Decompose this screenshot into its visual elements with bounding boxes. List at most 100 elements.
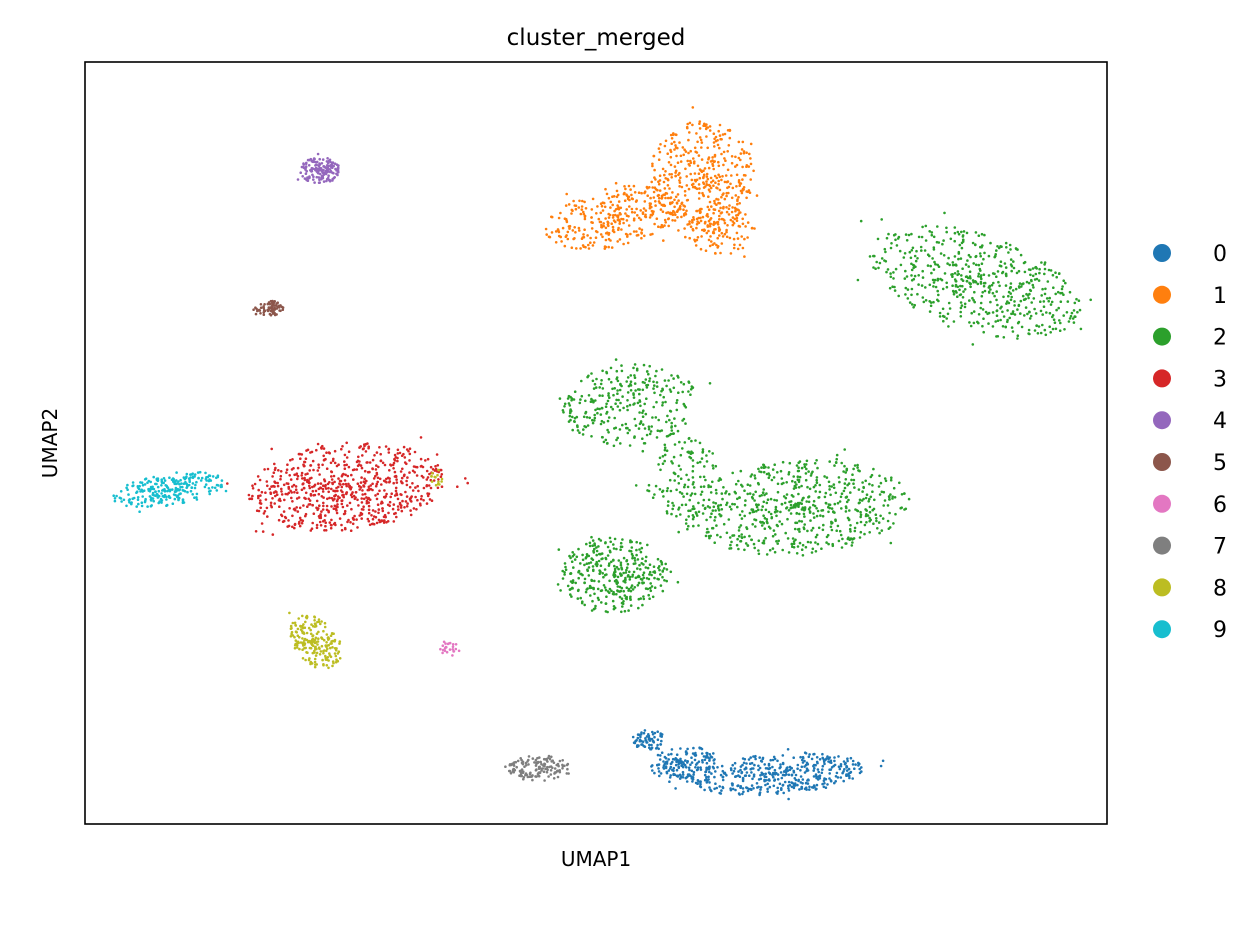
point-2 xyxy=(763,493,766,497)
point-0 xyxy=(828,772,831,775)
point-9 xyxy=(157,489,161,493)
point-0 xyxy=(649,747,653,751)
point-2 xyxy=(748,534,751,538)
point-1 xyxy=(582,210,585,214)
point-2 xyxy=(809,519,812,522)
point-3 xyxy=(385,521,388,524)
point-2 xyxy=(858,536,862,539)
point-2 xyxy=(767,466,770,469)
series-1-points xyxy=(544,106,759,258)
point-1 xyxy=(592,241,596,244)
point-0 xyxy=(743,767,746,771)
point-2 xyxy=(612,559,615,562)
point-2 xyxy=(582,415,586,419)
point-2 xyxy=(951,261,955,264)
point-2 xyxy=(672,432,675,435)
point-2 xyxy=(1052,286,1055,290)
point-2 xyxy=(798,460,802,463)
point-4 xyxy=(312,175,315,178)
point-1 xyxy=(720,231,724,235)
point-2 xyxy=(999,318,1002,322)
point-2 xyxy=(640,546,644,550)
point-7 xyxy=(528,775,531,778)
point-7 xyxy=(544,767,547,771)
point-2 xyxy=(797,486,801,489)
point-7 xyxy=(540,767,543,771)
point-3 xyxy=(258,478,262,482)
point-2 xyxy=(701,512,705,515)
point-2 xyxy=(857,488,861,491)
point-2 xyxy=(612,543,615,546)
point-3 xyxy=(358,446,361,449)
point-2 xyxy=(755,505,759,509)
point-2 xyxy=(635,553,638,557)
point-0 xyxy=(712,762,716,765)
point-3 xyxy=(315,506,318,510)
point-2 xyxy=(794,502,797,506)
point-2 xyxy=(1027,328,1031,332)
point-3 xyxy=(437,478,440,481)
point-7 xyxy=(540,763,543,766)
point-2 xyxy=(743,535,746,539)
point-2 xyxy=(1003,262,1007,265)
point-2 xyxy=(702,485,706,488)
point-1 xyxy=(689,172,692,176)
point-2 xyxy=(679,468,682,471)
point-3 xyxy=(369,484,373,487)
point-2 xyxy=(756,481,760,485)
point-4 xyxy=(314,164,317,167)
point-2 xyxy=(636,388,640,391)
point-0 xyxy=(769,758,772,762)
point-8 xyxy=(303,637,307,641)
point-1 xyxy=(689,161,693,164)
point-2 xyxy=(847,518,851,521)
point-3 xyxy=(312,468,315,472)
point-2 xyxy=(936,279,940,282)
point-6 xyxy=(439,647,442,651)
point-9 xyxy=(136,498,140,502)
point-2 xyxy=(776,471,779,474)
point-2 xyxy=(825,541,828,544)
point-9 xyxy=(135,491,138,495)
point-0 xyxy=(708,759,711,762)
point-2 xyxy=(611,387,614,391)
point-2 xyxy=(568,414,572,418)
point-0 xyxy=(752,787,755,790)
point-2 xyxy=(645,370,649,373)
point-3 xyxy=(392,467,395,470)
point-1 xyxy=(674,133,677,136)
point-2 xyxy=(682,495,685,498)
point-2 xyxy=(792,475,795,478)
point-1 xyxy=(657,225,660,228)
point-1 xyxy=(604,238,608,242)
point-2 xyxy=(871,484,874,487)
point-2 xyxy=(803,465,807,469)
point-2 xyxy=(612,444,616,448)
point-2 xyxy=(972,262,975,265)
point-2 xyxy=(635,540,638,544)
point-9 xyxy=(122,498,126,502)
point-1 xyxy=(706,215,710,218)
point-3 xyxy=(307,479,310,483)
point-7 xyxy=(553,767,557,770)
point-1 xyxy=(658,150,662,154)
point-0 xyxy=(881,759,885,763)
point-4 xyxy=(302,163,306,166)
point-1 xyxy=(710,240,713,243)
point-2 xyxy=(757,552,761,556)
point-1 xyxy=(607,221,610,225)
point-2 xyxy=(572,566,575,569)
point-2 xyxy=(878,261,882,265)
point-2 xyxy=(604,588,608,592)
point-2 xyxy=(680,503,684,507)
point-9 xyxy=(132,484,135,487)
point-8 xyxy=(291,634,295,637)
point-2 xyxy=(660,563,664,566)
point-2 xyxy=(1013,313,1017,316)
point-2 xyxy=(753,499,756,502)
point-1 xyxy=(604,217,607,220)
point-2 xyxy=(714,464,718,468)
point-2 xyxy=(575,415,579,419)
point-1 xyxy=(735,219,739,222)
point-1 xyxy=(643,190,647,193)
